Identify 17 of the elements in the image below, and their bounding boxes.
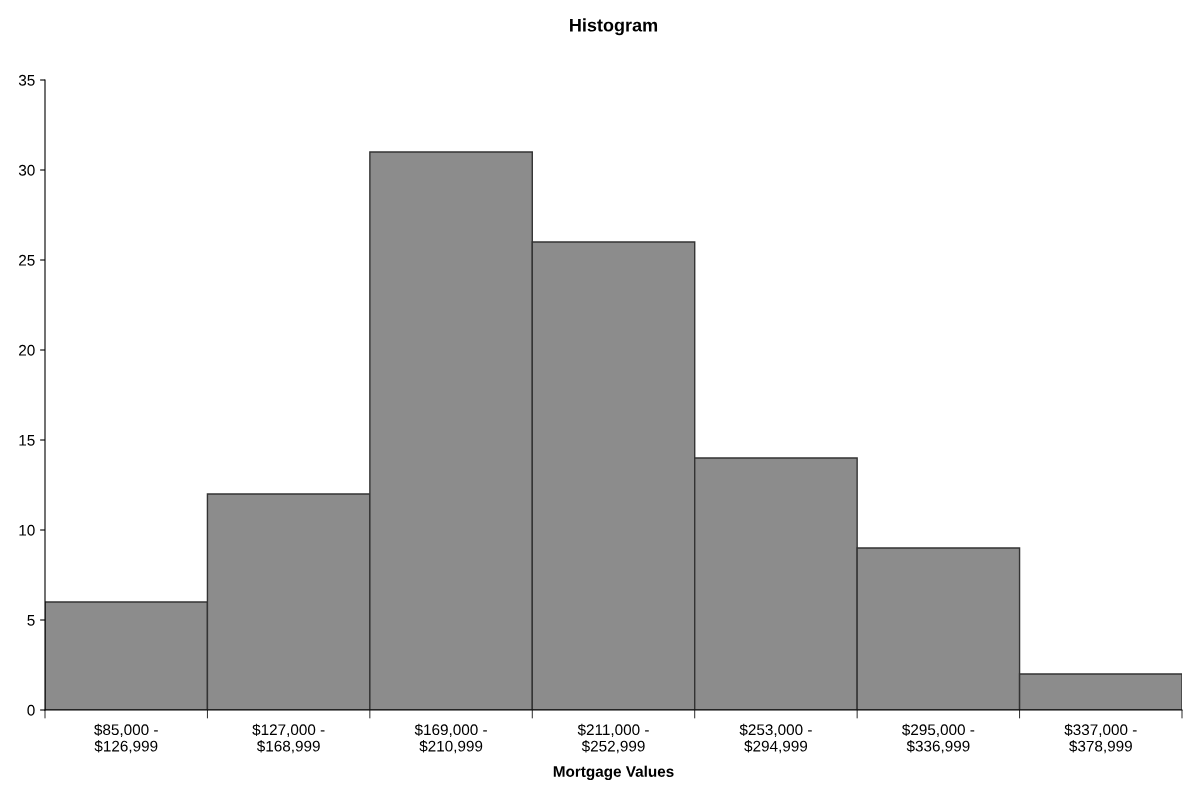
y-tick-label: 25 bbox=[19, 254, 35, 266]
chart-title: Histogram bbox=[570, 18, 658, 36]
y-tick-label: 0 bbox=[27, 704, 35, 716]
x-tick-label: $253,000 - $294,999 bbox=[739, 723, 812, 754]
x-tick-label: $127,000 - $168,999 bbox=[252, 723, 325, 754]
x-tick-label: $337,000 - $378,999 bbox=[1064, 723, 1137, 754]
y-tick-label: 35 bbox=[18, 74, 35, 86]
x-tick-label: $85,000 - $126,999 bbox=[94, 723, 158, 754]
y-tick-label: 30 bbox=[18, 164, 35, 176]
y-tick-label: 15 bbox=[19, 435, 35, 446]
y-tick-label: 20 bbox=[19, 344, 35, 356]
y-tick-label: 10 bbox=[19, 524, 35, 536]
x-tick-label: $169,000 - $210,999 bbox=[414, 723, 487, 754]
y-tick-label: 5 bbox=[27, 615, 35, 626]
x-axis-title: Mortgage Values bbox=[553, 765, 674, 781]
x-tick-label: $295,000 - $336,999 bbox=[902, 723, 975, 754]
x-tick-label: $211,000 - $252,999 bbox=[577, 723, 649, 754]
